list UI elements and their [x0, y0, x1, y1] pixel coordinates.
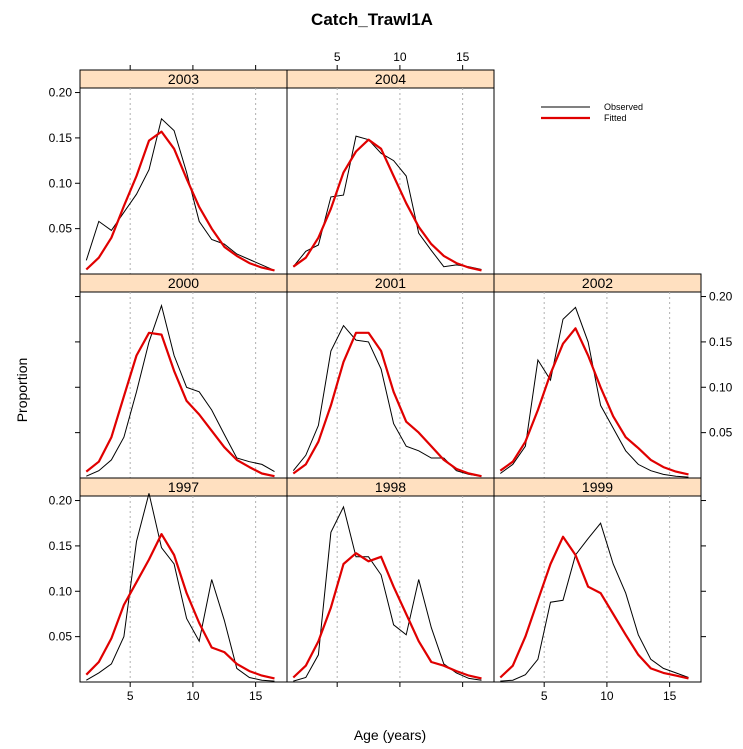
y-tick-label: 0.15 — [709, 335, 733, 349]
panel-2002: 2002 — [493, 273, 702, 479]
series-observed-line — [292, 135, 482, 270]
series-fitted-line — [292, 138, 482, 272]
x-tick-label: 10 — [186, 689, 200, 703]
panel-strip-label: 2000 — [168, 275, 199, 291]
y-tick-label: 0.10 — [709, 380, 733, 394]
series-fitted-line — [85, 533, 275, 680]
panel-2003: 2003 — [79, 69, 288, 275]
series-fitted-line — [499, 535, 689, 680]
panel-frame — [79, 291, 288, 479]
x-tick-label: 15 — [456, 50, 470, 64]
y-tick-label: 0.10 — [49, 176, 73, 190]
y-tick-label: 0.05 — [49, 222, 73, 236]
x-tick-label: 5 — [541, 689, 548, 703]
y-tick-label: 0.20 — [49, 86, 73, 100]
panel-frame — [79, 87, 288, 275]
axes: 5 10 15 5 10 15 5 10 15 0.05 0.10 0.15 0.20 0.05 0.10 0… — [49, 50, 733, 703]
x-tick-label: 5 — [334, 50, 341, 64]
x-tick-label: 15 — [663, 689, 677, 703]
x-tick-label: 5 — [127, 689, 134, 703]
panel-strip-label: 2003 — [168, 71, 199, 87]
panel-strip-label: 1999 — [582, 479, 613, 495]
y-tick-label: 0.20 — [709, 290, 733, 304]
panel-strip-label: 1997 — [168, 479, 199, 495]
x-tick-label: 10 — [600, 689, 614, 703]
series-fitted-line — [292, 331, 482, 478]
series-observed-line — [85, 117, 275, 271]
legend-label-observed: Observed — [604, 102, 643, 112]
x-tick-label: 15 — [249, 689, 263, 703]
series-fitted-line — [292, 552, 482, 680]
panel-1998: 1998 — [286, 477, 495, 683]
y-tick-label: 0.20 — [49, 494, 73, 508]
series-observed-line — [293, 505, 482, 682]
panel-frame — [286, 87, 495, 275]
x-axis-label: Age (years) — [354, 727, 426, 743]
series-observed-line — [500, 306, 689, 478]
y-tick-label: 0.05 — [49, 630, 73, 644]
panel-1999: 1999 — [493, 477, 702, 683]
x-tick-label: 10 — [393, 50, 407, 64]
y-tick-label: 0.15 — [49, 131, 73, 145]
chart-title: Catch_Trawl1A — [311, 10, 433, 29]
panel-frame — [493, 495, 702, 683]
legend-label-fitted: Fitted — [604, 113, 627, 123]
panel-strip-label: 2004 — [375, 71, 406, 87]
y-tick-label: 0.10 — [49, 584, 73, 598]
series-observed-line — [292, 324, 482, 477]
y-axis-label: Proportion — [14, 358, 30, 423]
panel-2000: 2000 — [79, 273, 288, 479]
series-observed-line — [500, 522, 689, 682]
panel-2004: 2004 — [286, 69, 495, 275]
y-tick-label: 0.15 — [49, 539, 73, 553]
series-fitted-line — [499, 327, 689, 476]
series-observed-line — [86, 493, 275, 682]
panel-strip-label: 2001 — [375, 275, 406, 291]
series-fitted-line — [85, 130, 275, 272]
panel-frame — [493, 291, 702, 479]
panel-strip-label: 1998 — [375, 479, 406, 495]
y-tick-label: 0.05 — [709, 426, 733, 440]
series-fitted-line — [85, 331, 275, 478]
panel-2001: 2001 — [286, 273, 495, 479]
panel-1997: 1997 — [79, 477, 288, 683]
panel-strip-label: 2002 — [582, 275, 613, 291]
panels: 2003 2004 2000 2001 2002 1997 1998 1999 — [79, 69, 702, 683]
series-observed-line — [86, 303, 275, 477]
panel-frame — [79, 495, 288, 683]
